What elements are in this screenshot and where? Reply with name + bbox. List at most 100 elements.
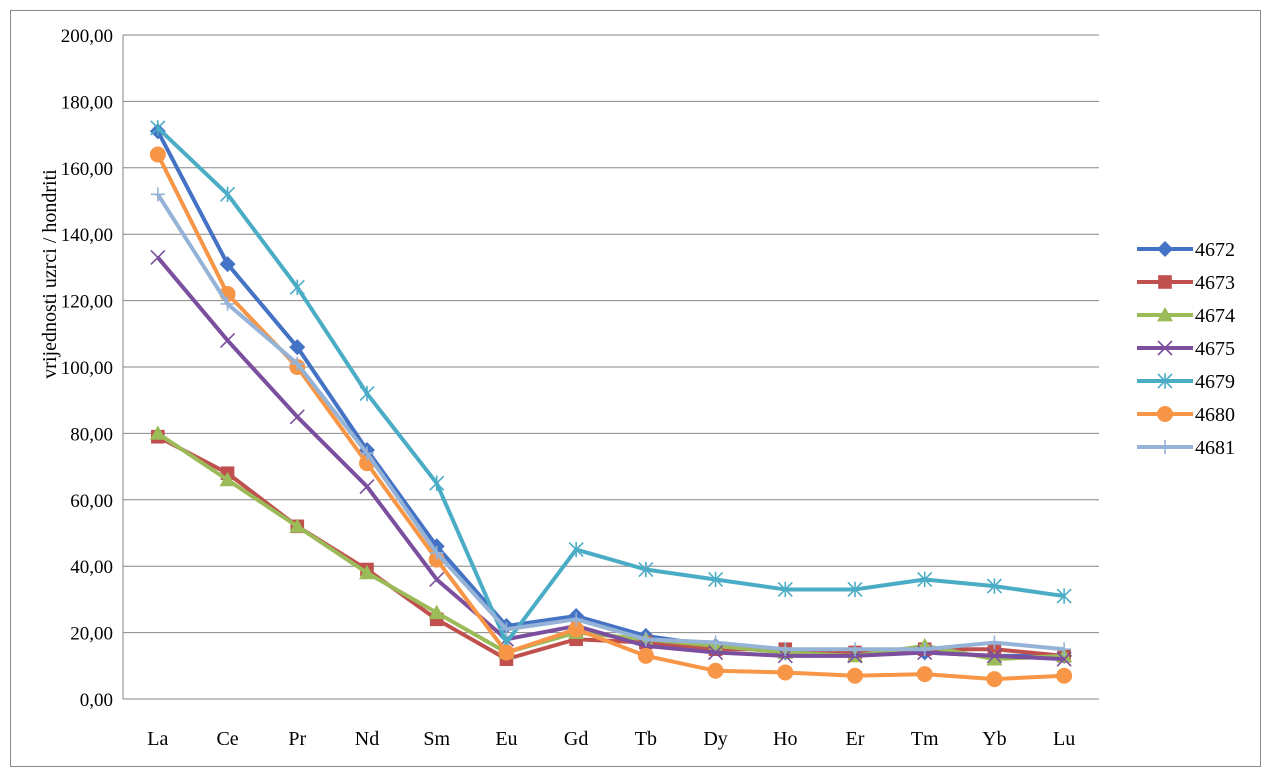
data-point xyxy=(778,642,793,657)
data-point xyxy=(1157,340,1173,356)
data-point xyxy=(568,541,584,558)
data-point xyxy=(360,446,374,461)
data-point xyxy=(637,647,654,664)
data-point xyxy=(1157,406,1173,422)
data-point xyxy=(707,662,724,679)
series-4679 xyxy=(150,120,1072,651)
data-point xyxy=(429,545,444,560)
legend-label: 4681 xyxy=(1195,437,1235,459)
legend-item-4674: 4674 xyxy=(1137,305,1235,327)
data-point xyxy=(777,664,794,681)
data-point xyxy=(917,642,932,657)
data-point xyxy=(987,635,1002,650)
y-tick-label: 20,00 xyxy=(70,624,113,645)
data-point xyxy=(150,187,165,202)
x-tick-label: Er xyxy=(846,728,865,750)
data-point xyxy=(638,561,654,578)
data-point xyxy=(289,518,306,533)
y-tick-label: 80,00 xyxy=(70,424,113,445)
data-point xyxy=(359,478,375,495)
series-line xyxy=(156,256,1065,662)
data-point xyxy=(499,622,514,637)
gridlines xyxy=(123,34,1099,634)
data-point xyxy=(1056,588,1072,604)
data-point xyxy=(359,385,375,402)
x-tick-label: Pr xyxy=(288,728,306,750)
y-tick-label: 0,00 xyxy=(80,690,113,711)
data-point xyxy=(847,667,863,684)
data-point xyxy=(220,186,236,203)
series-lines xyxy=(149,120,1073,688)
data-point xyxy=(219,256,236,273)
x-tick-label: Lu xyxy=(1053,728,1075,750)
data-point xyxy=(428,604,445,620)
data-point xyxy=(708,571,724,588)
legend-item-4680: 4680 xyxy=(1137,404,1235,426)
data-point xyxy=(569,612,584,627)
legend-label: 4675 xyxy=(1195,338,1235,360)
x-tick-label: Ce xyxy=(216,728,238,750)
y-tick-label: 40,00 xyxy=(70,557,113,578)
y-tick-label: 160,00 xyxy=(61,159,113,180)
x-tick-label: Gd xyxy=(564,728,588,750)
series-line xyxy=(156,153,1065,682)
data-point xyxy=(986,651,1003,666)
y-tick-label: 120,00 xyxy=(61,292,113,313)
x-tick-label: Tm xyxy=(911,728,939,750)
data-point xyxy=(429,475,445,491)
chart-area: vrijednosti uzrci / hondriti 0,00 20,00 40… xyxy=(10,10,1261,767)
data-point xyxy=(847,581,863,598)
series-line xyxy=(156,130,1065,658)
data-point xyxy=(708,635,723,650)
data-point xyxy=(359,564,375,580)
data-point xyxy=(986,671,1003,688)
legend-item-4681: 4681 xyxy=(1137,437,1235,459)
data-point xyxy=(498,644,515,661)
x-tick-label: Sm xyxy=(423,728,450,750)
legend-label: 4673 xyxy=(1195,272,1235,294)
axes: 0,00 20,00 40,00 60,00 80,00 100,00 120,00 140,… xyxy=(61,26,1099,750)
legend-label: 4674 xyxy=(1195,305,1235,327)
y-axis-label: vrijednosti uzrci / hondriti xyxy=(39,169,61,379)
x-tick-label: Dy xyxy=(703,728,727,750)
y-tick-label: 100,00 xyxy=(61,358,113,379)
data-point xyxy=(568,621,585,638)
series-line xyxy=(156,193,1065,652)
series-4672 xyxy=(149,123,1073,664)
data-point xyxy=(289,409,305,425)
x-tick-label: Eu xyxy=(495,728,517,750)
data-point xyxy=(986,648,1002,664)
x-tick-label: Nd xyxy=(355,728,379,750)
series-line xyxy=(156,126,1065,645)
data-point xyxy=(429,571,445,588)
legend-label: 4679 xyxy=(1195,371,1235,393)
x-tick-label: Ho xyxy=(773,728,797,750)
data-point xyxy=(986,578,1002,594)
data-point xyxy=(149,146,166,163)
data-point xyxy=(289,279,305,296)
legend-label: 4680 xyxy=(1195,404,1235,426)
x-tick-label: La xyxy=(147,728,168,750)
line-chart: vrijednosti uzrci / hondriti 0,00 20,00 40… xyxy=(39,26,1235,750)
data-point xyxy=(916,666,933,683)
legend-item-4679: 4679 xyxy=(1137,371,1235,393)
data-point xyxy=(290,356,305,371)
data-point xyxy=(1158,275,1172,289)
data-point xyxy=(1158,440,1172,454)
data-point xyxy=(1056,651,1072,667)
legend: 4672 4673 4674 4675 4679 4680 4681 xyxy=(1137,239,1235,459)
legend-label: 4672 xyxy=(1195,239,1235,261)
series-4675 xyxy=(150,249,1072,667)
data-point xyxy=(219,471,236,487)
data-point xyxy=(848,642,862,657)
y-tick-label: 60,00 xyxy=(70,491,113,512)
y-tick-label: 200,00 xyxy=(61,26,113,47)
series-4680 xyxy=(149,146,1073,688)
data-point xyxy=(289,339,306,356)
y-tick-label: 140,00 xyxy=(61,225,113,246)
x-tick-label: Tb xyxy=(635,728,657,750)
data-point xyxy=(220,296,235,311)
data-point xyxy=(1057,642,1072,657)
legend-item-4675: 4675 xyxy=(1137,338,1235,360)
data-point xyxy=(1157,307,1173,322)
